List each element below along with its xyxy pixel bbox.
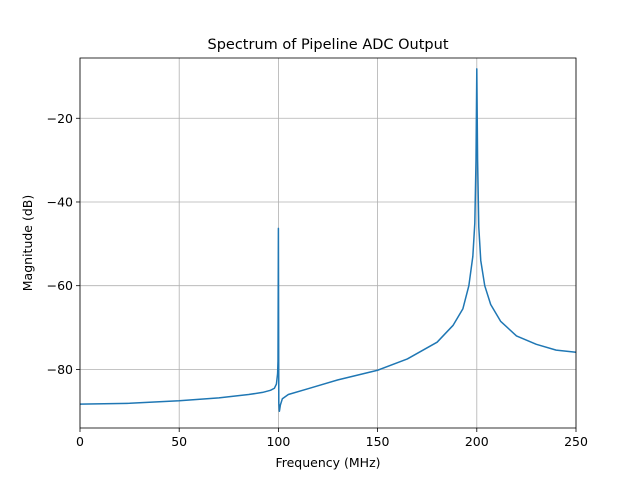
y-axis-label: Magnitude (dB)	[20, 195, 35, 291]
x-tick-label: 250	[564, 434, 588, 449]
y-tick-label: −80	[47, 362, 73, 377]
x-tick-label: 50	[171, 434, 187, 449]
x-tick-label: 200	[465, 434, 489, 449]
grid-lines	[79, 58, 577, 428]
y-tick-label: −20	[47, 111, 73, 126]
plot-frame	[79, 57, 577, 429]
x-tick-label: 100	[266, 434, 290, 449]
x-axis-label: Frequency (MHz)	[275, 455, 380, 470]
chart-title: Spectrum of Pipeline ADC Output	[208, 37, 449, 53]
y-tick-label: −60	[47, 278, 73, 293]
x-tick-label: 0	[76, 434, 84, 449]
x-tick-label: 150	[366, 434, 390, 449]
axis-ticks: 0 50 100 150 200 250 −80 −60 −40 −20	[47, 111, 588, 449]
series-lines	[79, 68, 577, 413]
y-tick-label: −40	[47, 194, 73, 209]
spectrum-line	[79, 68, 577, 413]
